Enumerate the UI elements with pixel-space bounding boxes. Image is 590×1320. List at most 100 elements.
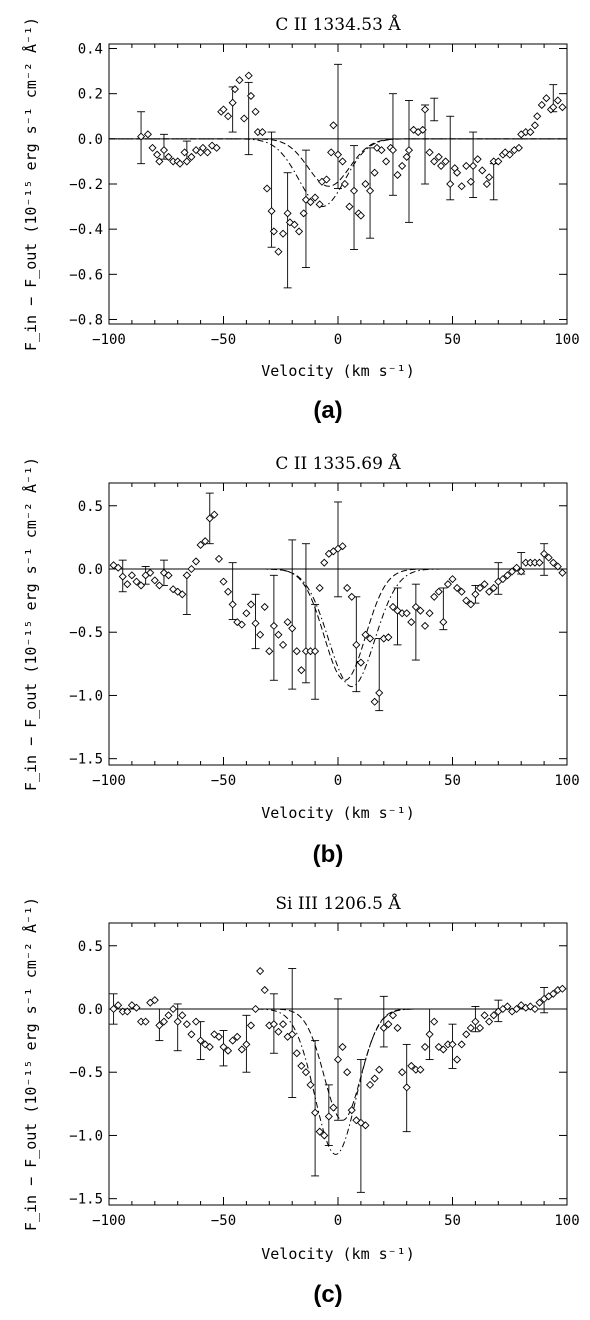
- data-point: [366, 634, 375, 643]
- data-point: [514, 143, 523, 152]
- y-tick-label: −0.2: [69, 177, 103, 193]
- model-curve-dash-dot: [109, 1008, 561, 1155]
- data-point: [558, 103, 567, 112]
- data-point: [242, 609, 251, 618]
- y-tick-label: 0.0: [78, 1002, 103, 1018]
- data-point: [448, 1040, 457, 1049]
- data-point: [430, 157, 439, 166]
- data-point: [535, 558, 544, 567]
- data-point: [288, 624, 297, 633]
- x-tick-label: −50: [211, 773, 236, 789]
- data-point: [379, 1023, 388, 1032]
- data-point: [262, 184, 272, 193]
- data-point: [393, 606, 402, 615]
- data-point: [311, 647, 320, 656]
- data-point: [361, 179, 370, 189]
- x-tick-label: 50: [444, 332, 461, 348]
- data-point: [540, 549, 549, 558]
- data-point: [338, 1042, 347, 1051]
- data-point: [118, 572, 127, 581]
- data-point: [530, 1004, 539, 1014]
- data-point: [187, 152, 196, 161]
- data-point: [462, 161, 471, 170]
- data-point: [420, 1042, 430, 1051]
- data-point: [292, 647, 301, 656]
- data-point: [418, 125, 427, 134]
- data-point: [558, 568, 567, 577]
- data-point: [333, 150, 343, 159]
- data-point: [505, 150, 514, 159]
- data-point: [352, 640, 361, 649]
- x-tick-label: −100: [92, 1213, 126, 1229]
- data-point: [517, 1001, 526, 1010]
- data-point: [469, 161, 478, 170]
- chart-title: C II 1335.69 Å: [275, 453, 401, 474]
- data-point: [237, 1045, 246, 1054]
- data-point: [246, 600, 256, 609]
- y-axis-label: F_in − F_out (10⁻¹⁵ erg s⁻¹ cm⁻² Å⁻¹): [21, 897, 40, 1231]
- data-point: [324, 1112, 333, 1121]
- data-point: [402, 1083, 411, 1092]
- data-point: [205, 1042, 214, 1051]
- y-tick-label: −1.5: [69, 1192, 103, 1208]
- data-point: [269, 621, 278, 630]
- x-tick-label: 50: [444, 1213, 461, 1229]
- data-point: [219, 1042, 228, 1051]
- data-point: [384, 1020, 393, 1029]
- data-point: [388, 1011, 397, 1020]
- data-point: [370, 697, 379, 706]
- data-point: [466, 1023, 475, 1032]
- data-point: [425, 148, 434, 157]
- data-point: [446, 179, 455, 189]
- data-point: [182, 571, 191, 580]
- data-point: [489, 1011, 498, 1020]
- data-point: [267, 207, 276, 216]
- data-point: [347, 592, 356, 601]
- data-point: [269, 227, 278, 236]
- data-point: [441, 157, 450, 166]
- data-point: [382, 157, 391, 166]
- data-point: [279, 229, 288, 238]
- data-point: [489, 583, 498, 592]
- data-point: [214, 1032, 223, 1041]
- data-point: [439, 618, 448, 627]
- data-point: [288, 1030, 297, 1039]
- data-point: [153, 150, 162, 159]
- data-point: [494, 157, 503, 166]
- x-axis-label: Velocity (km s⁻¹): [261, 1245, 415, 1263]
- data-point: [457, 182, 466, 191]
- data-point: [453, 168, 462, 177]
- data-point: [320, 1131, 329, 1140]
- data-point: [430, 592, 439, 601]
- data-point: [375, 1065, 384, 1074]
- chart-title: Si III 1206.5 Å: [275, 893, 401, 914]
- data-point: [196, 1036, 205, 1045]
- data-point: [471, 1017, 480, 1026]
- data-point: [466, 600, 475, 609]
- data-point: [544, 553, 553, 562]
- data-point: [329, 1103, 338, 1112]
- data-point: [274, 630, 283, 639]
- data-point: [398, 1068, 407, 1077]
- data-point: [301, 1068, 310, 1077]
- data-point: [425, 1030, 434, 1039]
- chart-title: C II 1334.53 Å: [275, 14, 401, 35]
- data-point: [146, 568, 155, 577]
- data-point: [290, 220, 299, 229]
- y-axis-label: F_in − F_out (10⁻¹⁵ erg s⁻¹ cm⁻² Å⁻¹): [21, 17, 40, 351]
- data-point: [349, 186, 359, 195]
- data-point: [416, 1065, 425, 1074]
- data-point: [251, 619, 260, 628]
- data-point: [224, 112, 233, 121]
- data-point: [434, 587, 443, 596]
- x-tick-label: 0: [334, 1213, 342, 1229]
- data-point: [205, 514, 214, 523]
- data-point: [235, 76, 244, 85]
- data-point: [201, 537, 210, 546]
- data-point: [148, 143, 157, 152]
- data-point: [549, 103, 558, 112]
- data-point: [210, 510, 219, 519]
- data-point: [485, 587, 494, 596]
- y-tick-label: −0.4: [69, 222, 103, 238]
